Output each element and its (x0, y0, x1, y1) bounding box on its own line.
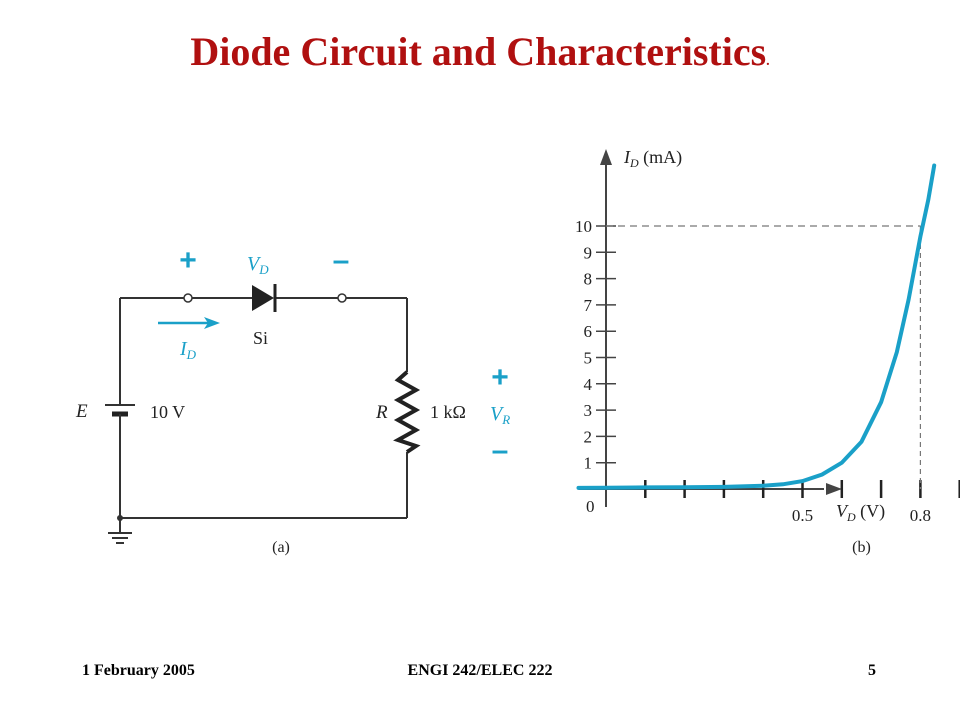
current-label-main: I (179, 338, 188, 360)
y-tick-label: 10 (575, 217, 592, 236)
vd-plus-sign: + (179, 244, 197, 277)
terminal-minus (337, 293, 347, 303)
current-label-sub: D (186, 347, 197, 362)
y-tick-label: 4 (584, 375, 593, 394)
y-tick-label: 3 (584, 401, 593, 420)
y-axis-label-sub: D (629, 156, 639, 170)
diode-curve (576, 163, 937, 490)
x-axis-label-unit: (V) (856, 501, 886, 522)
y-axis-arrow-icon (600, 149, 612, 165)
source-value-label: 10 V (150, 402, 185, 422)
circuit-caption: (a) (272, 539, 290, 556)
y-tick-label: 5 (584, 349, 593, 368)
origin-label: 0 (586, 497, 595, 516)
slide-title-dot: . (766, 54, 770, 69)
y-tick-label: 8 (584, 270, 593, 289)
vd-label-sub: D (258, 262, 269, 277)
y-tick-label: 1 (584, 454, 593, 473)
diode-symbol (252, 285, 274, 311)
ground-icon (108, 518, 132, 544)
footer-course: ENGI 242/ELEC 222 (407, 662, 553, 679)
vd-label: VD (247, 253, 269, 277)
vr-label-main: V (490, 403, 505, 425)
vr-plus-sign: + (491, 361, 509, 394)
x-axis-label-main: V (836, 501, 849, 521)
current-arrow-icon (204, 317, 220, 329)
x-tick-label: 0.8 (910, 506, 931, 525)
y-axis-label: ID (mA) (623, 147, 682, 170)
source-name-label: E (75, 401, 88, 422)
y-ticks: 1 2 3 4 5 6 7 8 9 10 (575, 217, 616, 473)
chart-caption: (b) (852, 539, 871, 556)
resistor-symbol (393, 370, 421, 454)
vr-label: VR (490, 403, 510, 427)
vd-label-main: V (247, 253, 262, 275)
y-axis-label-main: I (623, 147, 631, 167)
vr-label-sub: R (501, 412, 510, 427)
vr-minus-sign: – (492, 434, 509, 467)
resistor-value-label: 1 kΩ (430, 402, 466, 422)
x-axis-label-sub: D (846, 510, 856, 524)
current-label: ID (179, 338, 197, 362)
footer-date: 1 February 2005 (82, 662, 195, 679)
y-tick-label: 9 (584, 243, 593, 262)
y-tick-label: 2 (584, 427, 593, 446)
footer-page-number: 5 (868, 662, 876, 679)
x-axis-label: VD (V) (836, 501, 885, 524)
x-tick-label: 0.5 (792, 506, 813, 525)
circuit-diagram (119, 297, 408, 519)
reference-lines (606, 225, 922, 489)
diode-material-label: Si (253, 328, 268, 348)
vd-minus-sign: – (333, 244, 350, 277)
resistor-name-label: R (375, 402, 388, 423)
terminal-plus (183, 293, 193, 303)
y-axis-label-unit: (mA) (639, 147, 683, 168)
x-axis-arrow-icon (826, 483, 842, 495)
slide-title: Diode Circuit and Characteristics. (0, 28, 960, 75)
y-tick-label: 7 (584, 296, 593, 315)
y-tick-label: 6 (584, 322, 593, 341)
slide-title-text: Diode Circuit and Characteristics (190, 29, 767, 74)
